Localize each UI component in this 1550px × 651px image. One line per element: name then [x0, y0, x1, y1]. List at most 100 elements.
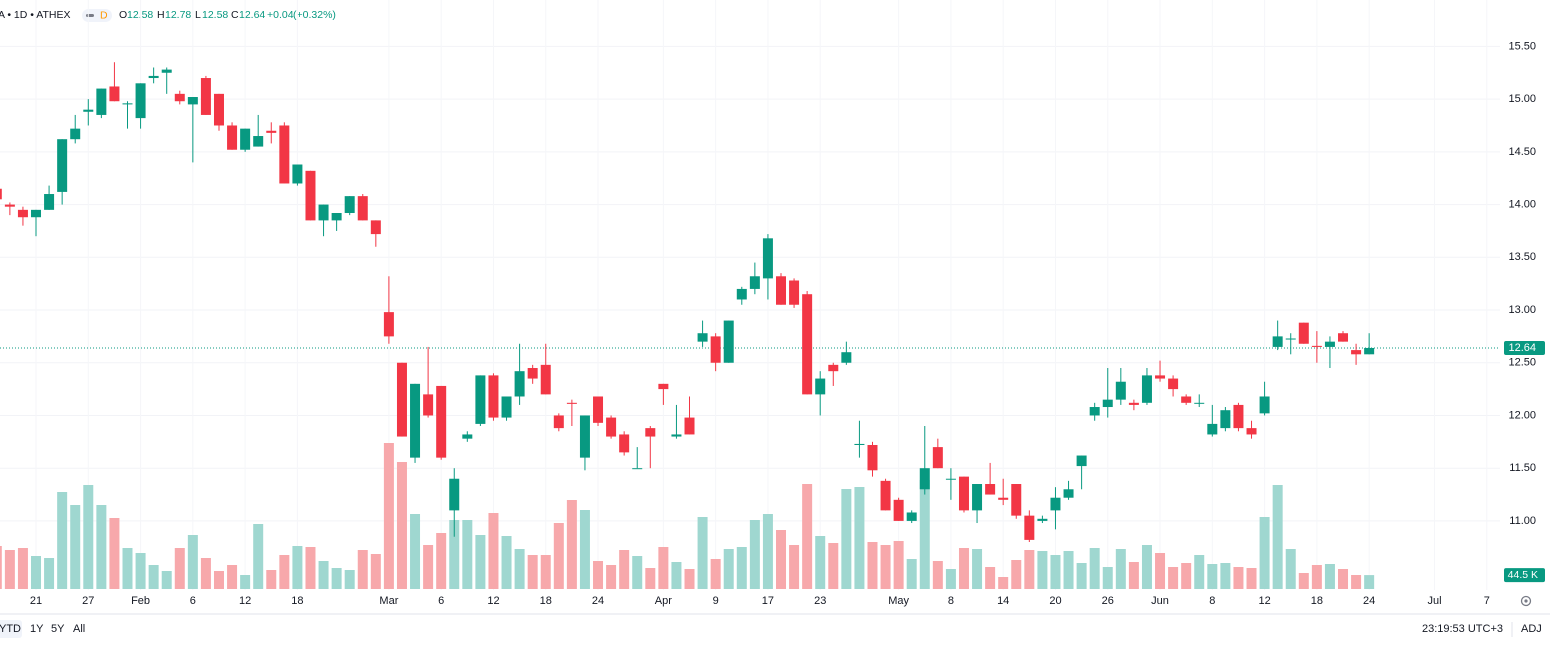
volume-bar — [566, 500, 577, 589]
badge-bg[interactable] — [82, 9, 112, 22]
volume-bar — [684, 569, 695, 589]
x-tick-label: 17 — [762, 595, 774, 607]
candle-body — [540, 364, 551, 395]
volume-bar — [1168, 567, 1179, 589]
volume-bar — [998, 577, 1009, 589]
x-tick-label: 18 — [540, 595, 552, 607]
candle-body — [357, 196, 368, 221]
volume-bar — [135, 553, 146, 589]
volume-bar — [1194, 555, 1205, 589]
candle-body — [762, 238, 773, 279]
candle-body — [998, 497, 1009, 500]
volume-bar — [697, 517, 708, 589]
x-tick-label: Feb — [131, 595, 150, 607]
volume-bar — [213, 571, 224, 589]
candle-body — [841, 352, 852, 363]
candle-body — [593, 396, 604, 423]
x-tick-label: 27 — [82, 595, 94, 607]
volume-bar — [122, 548, 133, 589]
candle-body — [1259, 396, 1270, 414]
candle-layer — [0, 62, 1375, 543]
volume-bar — [357, 550, 368, 589]
x-tick-label: 24 — [592, 595, 604, 607]
change: +0.04 — [267, 9, 294, 21]
volume-bar — [383, 443, 394, 589]
volume-bar — [1246, 568, 1257, 589]
candle-body — [1338, 333, 1349, 342]
volume-bar — [527, 555, 538, 589]
candle-body — [1050, 497, 1061, 511]
candle-body — [919, 468, 930, 490]
volume-bar — [279, 555, 290, 589]
candle-body — [135, 83, 146, 119]
candle-body — [488, 375, 499, 418]
candle-body — [1102, 399, 1113, 408]
y-tick-label: 12.50 — [1508, 357, 1536, 369]
volume-bar — [880, 545, 891, 589]
range-button[interactable]: All — [73, 623, 85, 635]
y-tick-label: 11.50 — [1509, 462, 1536, 474]
clock: 23:19:53 UTC+3 — [1422, 623, 1503, 635]
candle-body — [396, 362, 407, 437]
range-button[interactable]: 1Y — [30, 623, 44, 635]
volume-bar — [789, 545, 800, 589]
range-button[interactable]: 5Y — [51, 623, 65, 635]
x-tick-label: 7 — [1484, 595, 1490, 607]
candle-body — [932, 447, 943, 469]
volume-bar — [1155, 553, 1166, 589]
candle-body — [109, 86, 120, 102]
high-label: H — [157, 9, 165, 21]
volume-bar — [1324, 564, 1335, 589]
range-button[interactable]: YTD — [0, 623, 21, 635]
candle-body — [1089, 407, 1100, 416]
x-tick-label: 21 — [30, 595, 42, 607]
candle-body — [1207, 423, 1218, 435]
volume-bar — [1272, 485, 1283, 589]
candle-body — [383, 312, 394, 337]
candle-body — [174, 93, 185, 102]
volume-bar — [148, 565, 159, 589]
adj-button[interactable]: ADJ — [1521, 623, 1542, 635]
volume-bar — [1364, 575, 1375, 589]
candle-body — [318, 204, 329, 221]
candle-body — [1128, 402, 1139, 405]
volume-label: 44.5 K — [1508, 569, 1538, 581]
candle-body — [671, 434, 682, 437]
candle-body — [906, 512, 917, 521]
candle-body — [579, 415, 590, 458]
candle-body — [266, 130, 277, 133]
volume-layer — [0, 443, 1375, 589]
volume-bar — [749, 520, 760, 589]
volume-bar — [658, 547, 669, 589]
volume-bar — [305, 547, 316, 589]
volume-bar — [632, 556, 643, 589]
close-value: 12.64 — [239, 9, 265, 21]
volume-bar — [893, 541, 904, 589]
volume-bar — [1115, 549, 1126, 589]
volume-bar — [475, 535, 486, 589]
x-tick-label: 18 — [1311, 595, 1323, 607]
candle-body — [501, 396, 512, 418]
axes: 11.00 11.50 12.00 12.50 13.00 13.50 14.00 14.50… — [30, 40, 1545, 607]
volume-bar — [906, 559, 917, 589]
volume-bar — [972, 549, 983, 589]
x-tick-label: 26 — [1102, 595, 1114, 607]
open-label: O — [119, 9, 127, 21]
candle-body — [148, 75, 159, 79]
candle-body — [187, 97, 198, 105]
volume-bar — [645, 568, 656, 589]
volume-label-bg — [1504, 568, 1545, 583]
candle-body — [70, 128, 81, 140]
settings-icon[interactable] — [1520, 595, 1532, 607]
high-value: 12.78 — [165, 9, 191, 21]
candle-body — [17, 209, 28, 218]
candle-body — [462, 434, 473, 439]
volume-bar — [96, 505, 107, 589]
volume-bar — [1259, 517, 1270, 589]
volume-bar — [1351, 575, 1362, 589]
volume-bar — [1128, 562, 1139, 589]
candle-body — [279, 125, 290, 184]
y-tick-label: 14.00 — [1508, 198, 1536, 210]
candle-body — [161, 69, 172, 73]
candle-body — [1024, 515, 1035, 540]
